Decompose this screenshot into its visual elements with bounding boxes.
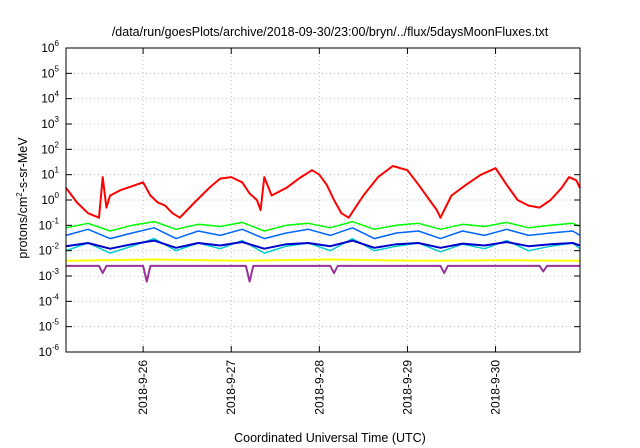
- series-line-7: [66, 264, 580, 283]
- x-axis: 2018-9-26 2018-9-27 2018-9-28 2018-9-29 2018…: [136, 48, 503, 415]
- series-line-5: [65, 239, 581, 250]
- y-axis-label-base: protons/cm: [16, 197, 30, 259]
- y-tick-label: 103: [41, 115, 59, 131]
- series-line-6: [65, 258, 581, 262]
- y-axis-label-rest: -s-sr-MeV: [16, 137, 30, 193]
- y-axis-label: protons/cm2-s-sr-MeV: [15, 137, 30, 259]
- y-tick-label: 10-1: [39, 216, 60, 232]
- series-line-1: [65, 165, 581, 219]
- x-tick-label: 2018-9-28: [312, 360, 326, 415]
- y-tick-label: 106: [41, 39, 59, 55]
- y-tick-label: 105: [41, 64, 59, 80]
- grid: [66, 48, 580, 352]
- y-axis-label-exp: 2: [15, 192, 24, 197]
- x-tick-label: 2018-9-29: [400, 360, 414, 415]
- chart-title: /data/run/goesPlots/archive/2018-09-30/2…: [112, 25, 549, 39]
- y-tick-label: 10-3: [39, 267, 60, 283]
- y-tick-label: 10-4: [39, 292, 60, 308]
- y-tick-label: 102: [41, 140, 59, 156]
- series-line-2: [65, 220, 581, 232]
- x-tick-label: 2018-9-27: [224, 360, 238, 415]
- y-tick-label: 10-6: [39, 343, 60, 359]
- y-tick-label: 10-5: [39, 318, 60, 334]
- series-line-3: [65, 237, 581, 254]
- series-group: [65, 165, 581, 283]
- y-tick-label: 101: [41, 166, 59, 182]
- y-axis: 10-6 10-5 10-4 10-3 10-2 10-1 100 101 102 103 104 1…: [39, 39, 580, 359]
- y-tick-label: 10-2: [39, 242, 60, 258]
- y-tick-label: 100: [41, 191, 59, 207]
- series-line-4: [65, 227, 581, 240]
- x-axis-label: Coordinated Universal Time (UTC): [234, 431, 426, 445]
- y-tick-label: 104: [41, 90, 59, 106]
- x-tick-label: 2018-9-26: [136, 360, 150, 415]
- x-tick-label: 2018-9-30: [489, 360, 503, 415]
